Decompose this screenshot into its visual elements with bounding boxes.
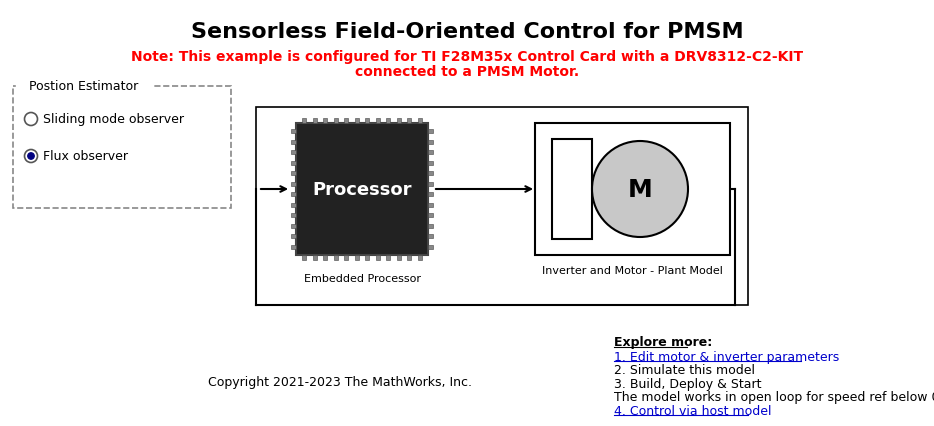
Bar <box>291 203 296 207</box>
Bar <box>313 119 317 124</box>
Bar <box>13 87 231 208</box>
Bar <box>333 256 337 260</box>
Bar <box>397 119 401 124</box>
Bar <box>333 119 337 124</box>
Bar <box>291 235 296 239</box>
Bar <box>296 124 428 256</box>
Text: Note: This example is configured for TI F28M35x Control Card with a DRV8312-C2-K: Note: This example is configured for TI … <box>131 50 803 64</box>
Text: connected to a PMSM Motor.: connected to a PMSM Motor. <box>355 65 579 79</box>
Bar <box>355 256 359 260</box>
Bar <box>428 235 433 239</box>
Bar <box>375 256 380 260</box>
Bar <box>428 203 433 207</box>
Bar <box>291 182 296 186</box>
Bar <box>428 172 433 176</box>
Bar <box>291 245 296 249</box>
Bar <box>291 172 296 176</box>
Bar <box>428 130 433 134</box>
Text: Processor: Processor <box>312 181 412 199</box>
Text: Sensorless Field-Oriented Control for PMSM: Sensorless Field-Oriented Control for PM… <box>191 22 743 42</box>
Bar <box>291 140 296 144</box>
Bar <box>323 256 327 260</box>
Text: Flux observer: Flux observer <box>43 150 128 163</box>
Bar <box>552 140 592 239</box>
Bar <box>302 119 306 124</box>
Text: 4. Control via host model: 4. Control via host model <box>614 404 771 417</box>
Bar <box>345 256 348 260</box>
Bar <box>375 119 380 124</box>
Text: Postion Estimator: Postion Estimator <box>21 81 147 93</box>
Text: 2. Simulate this model: 2. Simulate this model <box>614 364 755 377</box>
Bar <box>407 119 412 124</box>
Bar <box>291 193 296 197</box>
Text: Copyright 2021-2023 The MathWorks, Inc.: Copyright 2021-2023 The MathWorks, Inc. <box>208 375 472 388</box>
Text: The model works in open loop for speed ref below 0.1pu.: The model works in open loop for speed r… <box>614 391 934 403</box>
Bar <box>313 256 317 260</box>
Bar <box>291 214 296 218</box>
Bar <box>535 124 730 256</box>
Bar <box>418 256 422 260</box>
Text: M: M <box>628 178 652 201</box>
Bar <box>428 151 433 155</box>
Bar <box>428 225 433 228</box>
Bar <box>323 119 327 124</box>
Bar <box>428 245 433 249</box>
Bar <box>355 119 359 124</box>
Bar <box>428 161 433 165</box>
Bar <box>407 256 412 260</box>
Circle shape <box>592 142 688 237</box>
Bar <box>291 225 296 228</box>
Bar <box>428 193 433 197</box>
Bar <box>418 119 422 124</box>
Bar <box>256 108 748 305</box>
Bar <box>291 161 296 165</box>
Bar <box>291 130 296 134</box>
Bar <box>387 119 390 124</box>
Text: Sliding mode observer: Sliding mode observer <box>43 113 184 126</box>
Text: Explore more:: Explore more: <box>614 335 713 348</box>
Circle shape <box>28 153 35 160</box>
Bar <box>387 256 390 260</box>
Bar <box>428 182 433 186</box>
Text: Inverter and Motor - Plant Model: Inverter and Motor - Plant Model <box>542 265 723 275</box>
Bar <box>397 256 401 260</box>
Bar <box>428 214 433 218</box>
Text: 1. Edit motor & inverter parameters: 1. Edit motor & inverter parameters <box>614 350 840 363</box>
Bar <box>291 151 296 155</box>
Bar <box>428 140 433 144</box>
Bar <box>302 256 306 260</box>
Bar <box>345 119 348 124</box>
Bar <box>365 256 369 260</box>
Text: Embedded Processor: Embedded Processor <box>304 273 420 283</box>
Text: 3. Build, Deploy & Start: 3. Build, Deploy & Start <box>614 377 761 390</box>
Bar <box>365 119 369 124</box>
